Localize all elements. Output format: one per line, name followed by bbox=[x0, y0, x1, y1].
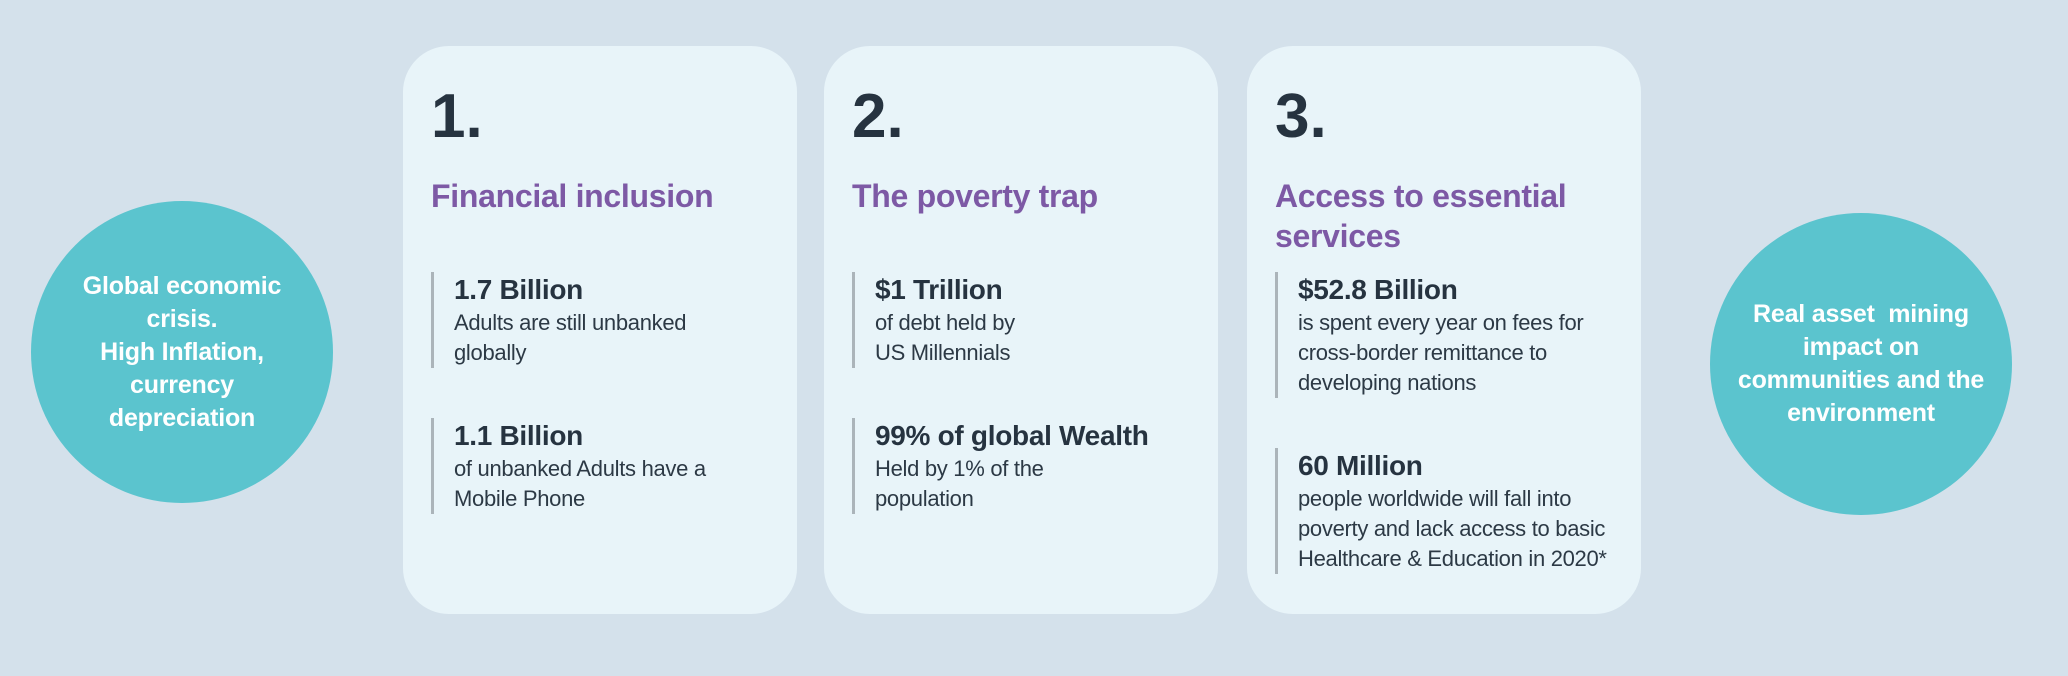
stat-value: 1.7 Billion bbox=[454, 274, 583, 305]
card-1-title: Financial inclusion bbox=[431, 178, 714, 214]
card-1-number: 1. bbox=[431, 82, 483, 151]
global-crisis-circle: Global economic crisis. High Inflation, … bbox=[31, 201, 333, 503]
stat-description: Adults are still unbanked globally bbox=[454, 310, 687, 365]
stat-description: of debt held by US Millennials bbox=[875, 310, 1015, 365]
stat-unbanked-mobile-phone: 1.1 Billion of unbanked Adults have a Mo… bbox=[431, 418, 769, 514]
stat-description: is spent every year on fees for cross-bo… bbox=[1298, 310, 1584, 395]
card-financial-inclusion: 1. Financial inclusion 1.7 Billion Adult… bbox=[403, 46, 797, 614]
stat-value: 60 Million bbox=[1298, 450, 1423, 481]
mining-impact-circle: Real asset mining impact on communities … bbox=[1710, 213, 2012, 515]
stat-description: people worldwide will fall into poverty … bbox=[1298, 486, 1607, 571]
stat-global-wealth: 99% of global Wealth Held by 1% of the p… bbox=[852, 418, 1190, 514]
stat-poverty-2020: 60 Million people worldwide will fall in… bbox=[1275, 448, 1613, 574]
card-3-title: Access to essential services bbox=[1275, 178, 1567, 254]
card-2-number: 2. bbox=[852, 82, 904, 151]
stat-value: 1.1 Billion bbox=[454, 420, 583, 451]
card-3-number: 3. bbox=[1275, 82, 1327, 151]
stat-millennial-debt: $1 Trillion of debt held by US Millennia… bbox=[852, 272, 1190, 368]
stat-description: of unbanked Adults have a Mobile Phone bbox=[454, 456, 706, 511]
card-2-title: The poverty trap bbox=[852, 178, 1098, 214]
global-crisis-circle-text: Global economic crisis. High Inflation, … bbox=[82, 271, 282, 432]
stat-unbanked-adults: 1.7 Billion Adults are still unbanked gl… bbox=[431, 272, 769, 368]
stat-value: $52.8 Billion bbox=[1298, 274, 1458, 305]
mining-impact-circle-text: Real asset mining impact on communities … bbox=[1737, 300, 1985, 427]
card-essential-services: 3. Access to essential services $52.8 Bi… bbox=[1247, 46, 1641, 614]
stat-description: Held by 1% of the population bbox=[875, 456, 1044, 511]
stat-value: $1 Trillion bbox=[875, 274, 1003, 305]
stat-value: 99% of global Wealth bbox=[875, 420, 1149, 451]
stat-remittance-fees: $52.8 Billion is spent every year on fee… bbox=[1275, 272, 1613, 398]
card-poverty-trap: 2. The poverty trap $1 Trillion of debt … bbox=[824, 46, 1218, 614]
